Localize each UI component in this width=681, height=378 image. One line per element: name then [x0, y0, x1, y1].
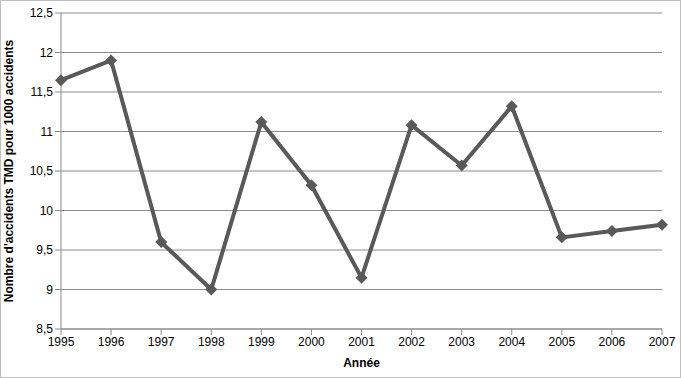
svg-text:2003: 2003 — [448, 335, 475, 349]
svg-text:8,5: 8,5 — [36, 322, 53, 336]
svg-text:Année: Année — [343, 356, 380, 370]
svg-text:12: 12 — [40, 46, 54, 60]
svg-text:1998: 1998 — [198, 335, 225, 349]
svg-text:11,5: 11,5 — [31, 85, 54, 99]
svg-text:10,5: 10,5 — [30, 164, 54, 178]
svg-text:9,5: 9,5 — [36, 243, 53, 257]
svg-text:2007: 2007 — [649, 335, 673, 349]
svg-text:2001: 2001 — [348, 335, 375, 349]
svg-text:2005: 2005 — [548, 335, 575, 349]
svg-text:9: 9 — [46, 283, 53, 297]
svg-text:1999: 1999 — [248, 335, 275, 349]
svg-text:2000: 2000 — [298, 335, 325, 349]
svg-text:2006: 2006 — [599, 335, 626, 349]
svg-text:1996: 1996 — [98, 335, 125, 349]
svg-text:Nombre d'accidents TMD pour 10: Nombre d'accidents TMD pour 1000 acciden… — [8, 40, 16, 303]
svg-text:1997: 1997 — [148, 335, 175, 349]
svg-text:2004: 2004 — [498, 335, 525, 349]
svg-text:1995: 1995 — [48, 335, 75, 349]
svg-text:12,5: 12,5 — [30, 6, 54, 20]
svg-text:11: 11 — [41, 125, 54, 139]
svg-text:10: 10 — [40, 204, 54, 218]
svg-text:2002: 2002 — [398, 335, 425, 349]
